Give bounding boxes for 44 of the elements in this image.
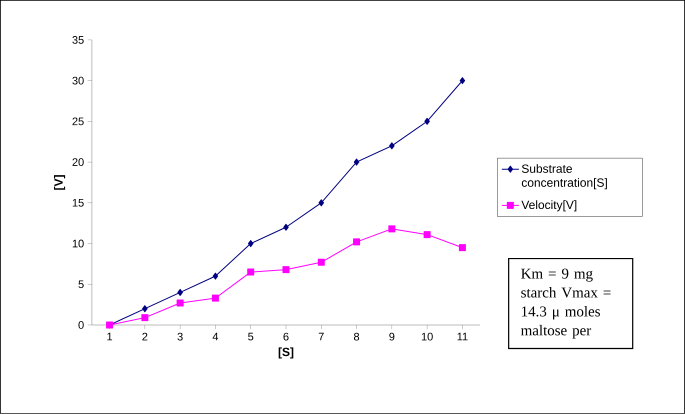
point xyxy=(283,224,289,231)
x-tick-label: 11 xyxy=(458,332,468,340)
y-axis-title: [V] xyxy=(54,175,66,190)
x-tick-label: 5 xyxy=(248,332,254,340)
y-tick-label: 25 xyxy=(72,118,84,126)
legend-label: Substrate concentration[S] xyxy=(522,164,607,190)
point xyxy=(247,268,254,276)
x-tick-label: 1 xyxy=(107,332,112,340)
y-tick-label: 30 xyxy=(72,76,84,85)
x-tick-label: 2 xyxy=(142,332,148,340)
point xyxy=(353,238,360,246)
point xyxy=(424,231,431,238)
point xyxy=(282,266,290,274)
point xyxy=(458,244,466,252)
point xyxy=(177,288,183,296)
point xyxy=(389,142,395,150)
point xyxy=(176,300,184,307)
point xyxy=(318,258,325,266)
y-tick-label: 15 xyxy=(72,199,84,207)
point xyxy=(424,118,430,125)
x-tick-label: 7 xyxy=(318,332,324,340)
point xyxy=(248,240,254,248)
point xyxy=(388,225,396,232)
point xyxy=(460,77,466,84)
x-tick-label: 6 xyxy=(284,332,289,341)
legend-label: Velocity[V] xyxy=(521,200,576,212)
point xyxy=(212,294,219,302)
point xyxy=(212,272,218,280)
point xyxy=(318,199,324,206)
y-tick-label: 20 xyxy=(72,158,84,166)
x-tick-label: 8 xyxy=(354,332,360,341)
x-tick-label: 3 xyxy=(178,332,183,341)
point xyxy=(354,158,360,166)
x-axis-title: [S] xyxy=(278,347,294,359)
point xyxy=(141,314,148,322)
y-tick-label: 35 xyxy=(72,36,84,44)
y-tick-label: 10 xyxy=(72,240,84,248)
text: Km = 9 mg starch Vmax = 14.3 μ moles maltose per xyxy=(520,268,611,338)
x-tick-label: 9 xyxy=(389,332,394,341)
y-tick-label: 0 xyxy=(78,321,84,329)
point xyxy=(142,305,148,312)
x-tick-label: 4 xyxy=(212,332,218,340)
x-tick-label: 10 xyxy=(422,332,433,341)
y-tick-label: 5 xyxy=(78,280,84,288)
